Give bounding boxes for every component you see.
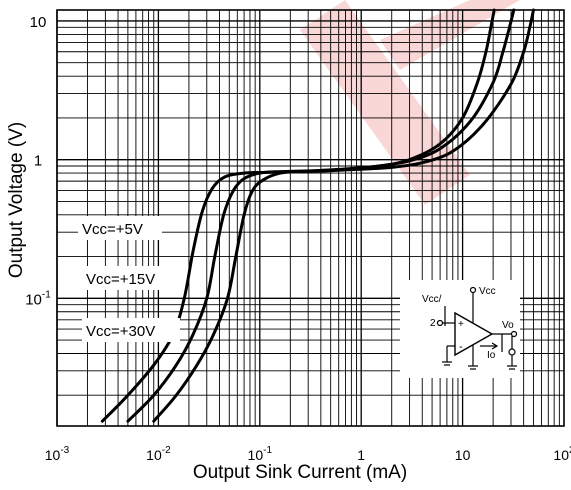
x-tick-label: 10-3 [45,445,70,463]
inset-minus-sign: - [459,341,463,353]
plot-frame [56,9,565,427]
inset-background [400,280,520,378]
y-tick-labels: 10 1 10-1 [25,14,51,308]
legend-label-5v: Vcc=+5V [82,221,143,238]
x-axis-label: Output Sink Current (mA) [193,462,407,483]
legend-box-30v [82,318,180,342]
opamp-triangle-icon [454,311,494,357]
x-tick-label: 102 [553,445,571,463]
series-line-2 [152,8,535,423]
legend: Vcc=+5V Vcc=+15V Vcc=+30V [78,216,180,342]
inset-vcc-side: Vcc/ [422,294,442,305]
y-axis-label: Output Voltage (V) [6,122,27,278]
legend-label-30v: Vcc=+30V [86,323,155,340]
y-tick-label: 1 [34,153,42,170]
legend-box-5v [78,216,162,240]
x-tick-labels: 10-3 10-2 10-1 1 10 102 [45,445,571,463]
inset-input-pin: 2 [430,318,436,329]
legend-box-15v [82,266,180,290]
inset-plus-sign: + [458,319,464,330]
y-tick-label: 10-1 [25,289,51,308]
x-tick-label: 1 [357,447,365,463]
inset-vcc-top: Vcc [479,286,496,297]
inset-output: Vo [502,320,514,331]
x-tick-label: 10 [455,447,471,463]
x-tick-label: 10-2 [146,445,171,463]
inset-circuit: Vcc Vcc/ 2 + - Vo Io [400,280,520,378]
legend-label-15v: Vcc=+15V [86,271,155,288]
inset-current: Io [487,350,496,361]
y-tick-label: 10 [30,14,47,31]
x-tick-label: 10-1 [248,445,273,463]
